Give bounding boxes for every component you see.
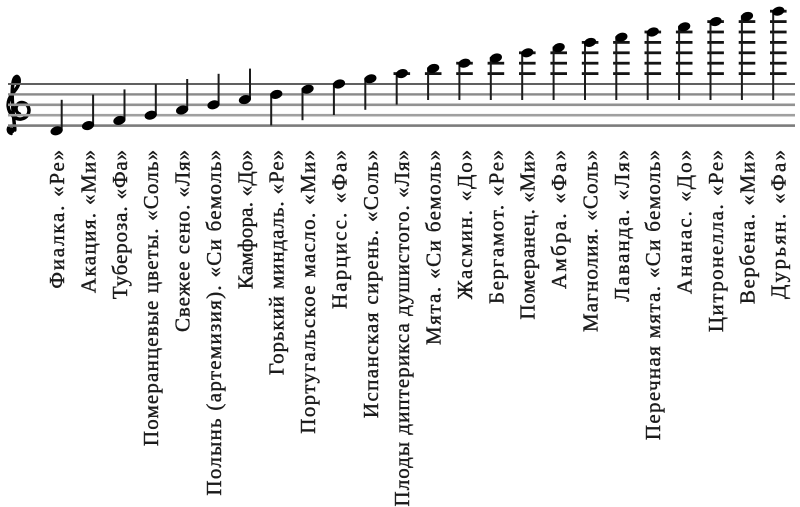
- svg-text:Перечная мята. «Си бемоль»: Перечная мята. «Си бемоль»: [641, 149, 665, 441]
- svg-text:Мята. «Си бемоль»: Мята. «Си бемоль»: [422, 148, 446, 345]
- svg-text:Цитронелла. «Ре»: Цитронелла. «Ре»: [704, 148, 728, 332]
- svg-text:Португальское масло. «Ми»: Португальское масло. «Ми»: [296, 149, 320, 434]
- svg-text:Плоды диптерикса душистого. «Л: Плоды диптерикса душистого. «Ля»: [390, 149, 414, 507]
- svg-text:Камфора. «До»: Камфора. «До»: [233, 150, 257, 289]
- svg-text:Жасмин. «До»: Жасмин. «До»: [453, 148, 477, 299]
- svg-text:Полынь (артемизия). «Си бемоль: Полынь (артемизия). «Си бемоль»: [202, 149, 226, 496]
- svg-text:Магнолия. «Соль»: Магнолия. «Соль»: [579, 149, 603, 332]
- svg-text:Бергамот. «Ре»: Бергамот. «Ре»: [484, 148, 508, 304]
- svg-text:Акация. «Ми»: Акация. «Ми»: [76, 148, 100, 293]
- svg-text:Фиалка. «Ре»: Фиалка. «Ре»: [45, 148, 69, 288]
- svg-text:Свежее сено. «Ля»: Свежее сено. «Ля»: [171, 149, 195, 332]
- svg-text:Испанская сирень. «Соль»: Испанская сирень. «Соль»: [359, 148, 383, 418]
- svg-text:Ананас. «До»: Ананас. «До»: [673, 148, 697, 294]
- svg-text:Померанцевые цветы. «Соль»: Померанцевые цветы. «Соль»: [139, 149, 163, 446]
- svg-text:Тубероза. «Фа»: Тубероза. «Фа»: [108, 149, 132, 299]
- svg-text:Вербена. «Ми»: Вербена. «Ми»: [735, 148, 759, 304]
- svg-text:Амбра. «Фа»: Амбра. «Фа»: [547, 148, 571, 289]
- svg-text:Горький миндаль. «Ре»: Горький миндаль. «Ре»: [265, 149, 289, 375]
- svg-text:Дурьян. «Фа»: Дурьян. «Фа»: [767, 147, 791, 299]
- svg-text:Нарцисс. «Фа»: Нарцисс. «Фа»: [327, 148, 351, 309]
- svg-text:Лаванда. «Ля»: Лаванда. «Ля»: [610, 148, 634, 302]
- svg-text:Померанец. «Ми»: Померанец. «Ми»: [516, 149, 540, 319]
